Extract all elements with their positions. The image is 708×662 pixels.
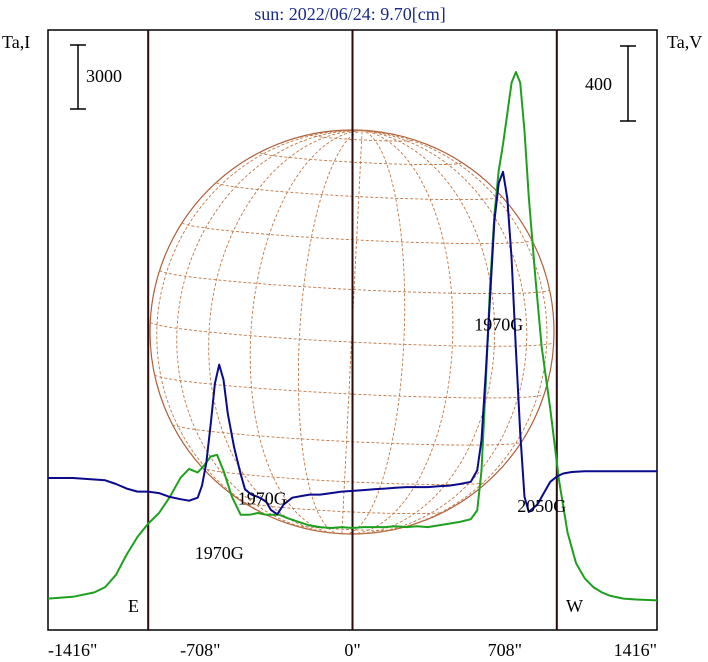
annotation-label: 1970G [474, 315, 523, 335]
annotation-label: 2050G [517, 496, 566, 516]
series-group [47, 71, 658, 602]
right-scale-label: 400 [585, 74, 612, 94]
disk-parallel [159, 269, 550, 295]
left-scale-label: 3000 [86, 66, 122, 86]
polarization-line [48, 170, 657, 516]
disk-meridian [362, 130, 548, 533]
disk-meridian [352, 130, 454, 535]
disk-parallel [309, 134, 415, 142]
disk-parallel [172, 424, 522, 446]
disk-meridian [208, 130, 363, 533]
annotation-label: 1970G [238, 489, 287, 509]
disk-meridian [356, 130, 496, 535]
left-axis-label: Ta,I [2, 32, 30, 52]
solar-disk [149, 129, 555, 535]
disk-meridian [360, 130, 528, 535]
disk-meridian [176, 130, 363, 533]
right-scale-bar [620, 45, 636, 122]
disk-parallel [242, 501, 444, 515]
x-tick-label: -708" [180, 640, 220, 660]
disk-meridian [344, 130, 406, 535]
limb-lines [147, 30, 558, 630]
annotations: 1970G 1970G 1970G 2050G [195, 315, 567, 563]
disk-parallel [291, 524, 394, 531]
disk-parallel [216, 182, 503, 201]
disk-meridian [156, 129, 363, 529]
x-tick-label: -1416" [48, 640, 97, 660]
x-tick-label: 1416" [614, 640, 657, 660]
x-tick-labels: -1416" -708" 0" 708" 1416" [48, 640, 657, 660]
disk-meridian [297, 130, 363, 535]
east-label: E [128, 596, 139, 616]
left-scale-bar [70, 44, 86, 110]
intensity-line [47, 71, 658, 602]
disk-parallel [259, 152, 463, 166]
chart-title: sun: 2022/06/24: 9.70[cm] [254, 4, 446, 24]
x-tick-label: 0" [344, 640, 360, 660]
annotation-label: 1970G [195, 543, 244, 563]
disk-parallel [181, 222, 533, 245]
x-tick-label: 708" [488, 640, 522, 660]
west-label: W [566, 596, 583, 616]
right-axis-label: Ta,V [667, 32, 702, 52]
disk-parallel [154, 374, 545, 399]
